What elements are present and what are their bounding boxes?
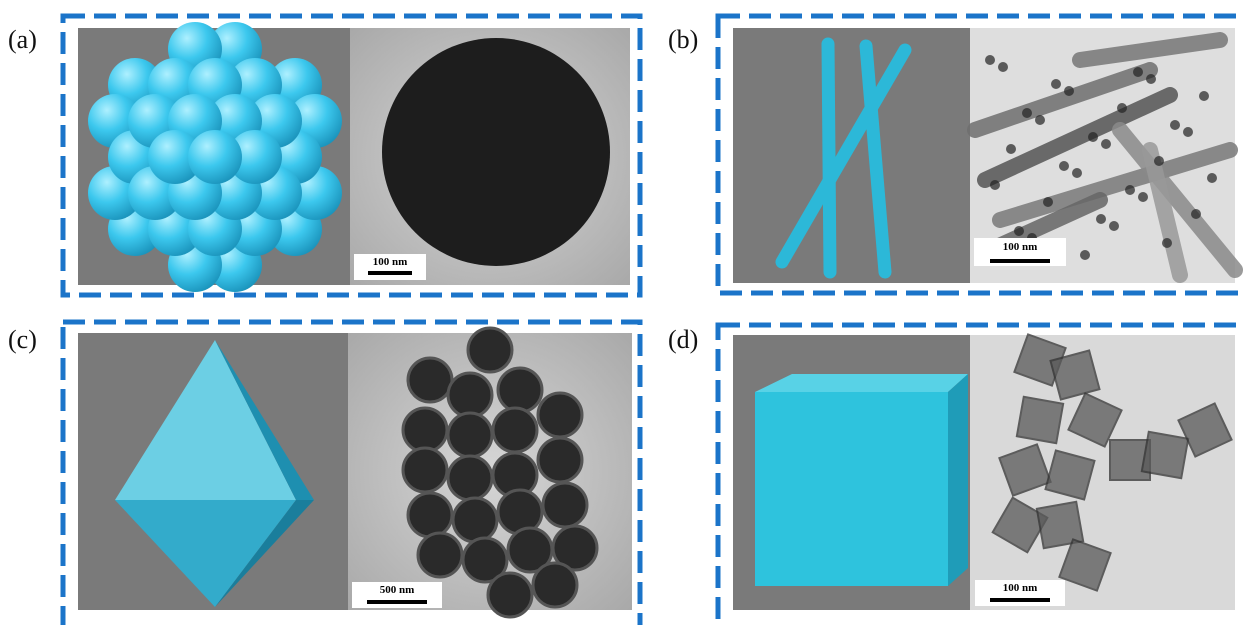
tem-dot bbox=[1133, 67, 1143, 77]
tem-particle bbox=[382, 38, 610, 266]
tem-particle bbox=[536, 436, 584, 484]
tem-dot bbox=[1080, 250, 1090, 260]
tem-rod bbox=[977, 87, 1178, 188]
tem-particle bbox=[536, 391, 584, 439]
tem-particle bbox=[531, 561, 579, 609]
tem-dot bbox=[1059, 161, 1069, 171]
sphere bbox=[228, 130, 282, 184]
tem-dot bbox=[1125, 185, 1135, 195]
tem-particle bbox=[446, 411, 494, 459]
tem-rods bbox=[967, 32, 1243, 283]
panel-label: (d) bbox=[668, 325, 698, 354]
tem-particle bbox=[416, 531, 464, 579]
tem-cubes bbox=[991, 333, 1233, 592]
cube bbox=[755, 374, 968, 586]
tem-cube bbox=[991, 496, 1049, 554]
tem-cube bbox=[1140, 430, 1190, 480]
scale-bar bbox=[368, 271, 412, 275]
tem-particles bbox=[401, 326, 599, 619]
tem-dot bbox=[1191, 209, 1201, 219]
tem-rod bbox=[1072, 32, 1228, 68]
tem-particle bbox=[401, 446, 449, 494]
tem-dot bbox=[1072, 168, 1082, 178]
scale-bar-label: 100 nm bbox=[1003, 582, 1038, 594]
panel-label: (a) bbox=[8, 25, 37, 54]
tem-dot bbox=[1022, 108, 1032, 118]
tem-cube bbox=[1177, 402, 1233, 458]
tem-dot bbox=[1043, 197, 1053, 207]
octahedron bbox=[115, 340, 314, 607]
tem-dot bbox=[998, 62, 1008, 72]
scale-bar-label: 500 nm bbox=[380, 584, 415, 596]
tem-cube bbox=[1015, 395, 1065, 445]
scale-bar bbox=[990, 259, 1050, 263]
tem-cube bbox=[1049, 349, 1101, 401]
tem-dot bbox=[1138, 192, 1148, 202]
tem-cube bbox=[1067, 392, 1123, 448]
tem-dot bbox=[1096, 214, 1106, 224]
tem-dot bbox=[1035, 115, 1045, 125]
tem-dot bbox=[1109, 221, 1119, 231]
tem-particle bbox=[451, 496, 499, 544]
tem-particle bbox=[466, 326, 514, 374]
tem-cube bbox=[1035, 500, 1085, 550]
tem-dot bbox=[1014, 226, 1024, 236]
tem-dot bbox=[990, 180, 1000, 190]
scale-bar bbox=[367, 600, 427, 604]
tem-particle bbox=[491, 406, 539, 454]
tem-dot bbox=[1183, 127, 1193, 137]
tem-cube bbox=[1044, 449, 1096, 501]
tem-particle bbox=[461, 536, 509, 584]
tem-dot bbox=[1101, 139, 1111, 149]
tem-rod bbox=[992, 142, 1238, 228]
tem-particle bbox=[541, 481, 589, 529]
tem-dot bbox=[1064, 86, 1074, 96]
panel-frame bbox=[60, 13, 643, 298]
tem-dot bbox=[985, 55, 995, 65]
sphere bbox=[148, 130, 202, 184]
tem-dot bbox=[1162, 238, 1172, 248]
tem-cube bbox=[998, 443, 1052, 497]
scale-bar-label: 100 nm bbox=[373, 256, 408, 268]
model-background bbox=[733, 28, 970, 283]
tem-dot bbox=[1146, 74, 1156, 84]
scale-bar bbox=[990, 598, 1050, 602]
tem-dot bbox=[1170, 120, 1180, 130]
panel-frame bbox=[60, 319, 643, 625]
tem-particle bbox=[446, 454, 494, 502]
sphere bbox=[188, 130, 242, 184]
tem-particle bbox=[486, 571, 534, 619]
tem-rod bbox=[1112, 122, 1243, 278]
tem-dot bbox=[1051, 79, 1061, 89]
nanorods bbox=[775, 37, 912, 279]
panel-frame bbox=[715, 322, 1244, 625]
panel-label: (c) bbox=[8, 325, 37, 354]
panel-label: (b) bbox=[668, 25, 698, 54]
tem-particle bbox=[406, 356, 454, 404]
tem-dot bbox=[1006, 144, 1016, 154]
tem-dot bbox=[1199, 91, 1209, 101]
tem-dot bbox=[1117, 103, 1127, 113]
tem-particle bbox=[551, 524, 599, 572]
tem-cube bbox=[1058, 538, 1112, 592]
scale-bar-box bbox=[354, 254, 426, 280]
tem-particle bbox=[496, 366, 544, 414]
tem-rod bbox=[967, 62, 1158, 138]
scale-bar-label: 100 nm bbox=[1003, 241, 1038, 253]
tem-dot bbox=[1154, 156, 1164, 166]
sphere-cluster bbox=[88, 22, 342, 292]
tem-particle bbox=[446, 371, 494, 419]
tem-particle bbox=[401, 406, 449, 454]
tem-rod bbox=[1142, 142, 1188, 283]
tem-particle bbox=[406, 491, 454, 539]
tem-dot bbox=[1088, 132, 1098, 142]
tem-dot bbox=[1207, 173, 1217, 183]
panel-frame bbox=[715, 13, 1244, 296]
